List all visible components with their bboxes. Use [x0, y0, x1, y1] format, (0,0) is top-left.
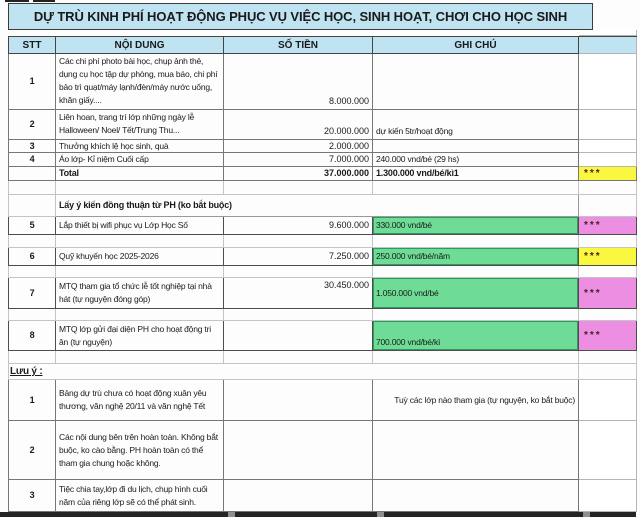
note-cell[interactable]: 240.000 vnd/bé (29 hs) [373, 153, 579, 167]
note-cell[interactable] [373, 140, 579, 153]
amount-cell[interactable]: 7.000.000 [224, 153, 373, 167]
note-cell[interactable]: Tuỳ các lớp nào tham gia (tự nguyện, ko … [373, 380, 579, 421]
note-cell[interactable] [373, 54, 579, 110]
column-header-so-tien[interactable]: SỐ TIỀN [224, 37, 373, 54]
table-row: 3 Thưởng khích lệ học sinh, quà 2.000.00… [8, 140, 637, 153]
content-cell[interactable]: Các chi phí photo bài học, chụp ảnh thẻ,… [56, 54, 224, 110]
content-cell[interactable]: Liên hoan, trang trí lớp những ngày lễ H… [56, 110, 224, 140]
column-header-noi-dung[interactable]: NỘI DUNG [56, 37, 224, 54]
stt-cell[interactable]: 2 [9, 421, 56, 480]
title-row: DỰ TRÙ KINH PHÍ HOẠT ĐỘNG PHỤC VỤ VIỆC H… [8, 3, 637, 30]
stt-cell[interactable]: 6 [9, 248, 56, 266]
cell[interactable] [579, 153, 637, 167]
section-header-row: Lấy ý kiến đồng thuận từ PH (ko bắt buộc… [8, 195, 637, 217]
sheet-bottom-edge [583, 512, 590, 517]
sheet-bottom-edge [377, 512, 384, 517]
amount-cell[interactable] [224, 480, 373, 512]
note-cell[interactable] [373, 480, 579, 512]
content-cell[interactable]: MTQ lớp gửi đại diện PH cho hoạt động tr… [56, 321, 224, 351]
cell[interactable] [579, 54, 637, 110]
content-cell[interactable]: Quỹ khuyến học 2025-2026 [56, 248, 224, 266]
stt-cell[interactable]: 1 [9, 54, 56, 110]
spacer-row [8, 181, 637, 195]
spacer-row [8, 266, 637, 278]
highlight-cell-green[interactable]: 250.000 vnd/bé/năm [373, 248, 579, 266]
content-cell[interactable]: Lắp thiết bị wifi phục vụ Lớp Học Số [56, 217, 224, 235]
total-amount-cell[interactable]: 37.000.000 [224, 167, 373, 181]
content-cell[interactable]: Tiệc chia tay,lớp đi du lịch, chụp hình … [56, 480, 224, 512]
cell[interactable] [579, 140, 637, 153]
stt-cell[interactable]: 8 [9, 321, 56, 351]
table-row: 1 Các chi phí photo bài học, chụp ảnh th… [8, 54, 637, 110]
section-header[interactable]: Lấy ý kiến đồng thuận từ PH (ko bắt buộc… [56, 195, 579, 217]
cell[interactable] [579, 110, 637, 140]
stt-cell[interactable]: 2 [9, 110, 56, 140]
amount-cell[interactable]: 20.000.000 [224, 110, 373, 140]
note-row: 3 Tiệc chia tay,lớp đi du lịch, chụp hìn… [8, 480, 637, 512]
amount-cell[interactable]: 9.600.000 [224, 217, 373, 235]
clipped-row-fragment [33, 0, 55, 2]
cell[interactable] [579, 421, 637, 480]
stt-cell[interactable]: 4 [9, 153, 56, 167]
highlight-cell-pink[interactable]: *** [579, 217, 637, 235]
stt-cell[interactable]: 3 [9, 140, 56, 153]
content-cell[interactable]: Các nội dung bên trên hoàn toàn. Không b… [56, 421, 224, 480]
table-row: 8 MTQ lớp gửi đại diện PH cho hoạt động … [8, 321, 637, 351]
cell[interactable] [579, 37, 637, 54]
table-row: 4 Áo lớp- Kỉ niệm Cuối cấp 7.000.000 240… [8, 153, 637, 167]
content-cell[interactable]: Áo lớp- Kỉ niệm Cuối cấp [56, 153, 224, 167]
notes-header-row: Lưu ý : [8, 364, 637, 380]
cell[interactable] [579, 30, 637, 36]
total-row: Total 37.000.000 1.300.000 vnd/bé/kì1 **… [8, 167, 637, 181]
spacer-row [8, 351, 637, 364]
stt-cell[interactable]: 5 [9, 217, 56, 235]
page-title: DỰ TRÙ KINH PHÍ HOẠT ĐỘNG PHỤC VỤ VIỆC H… [8, 3, 593, 30]
amount-cell[interactable]: 8.000.000 [224, 54, 373, 110]
spacer-row [8, 30, 637, 36]
note-row: 1 Bảng dự trù chưa có hoạt động xuân yêu… [8, 380, 637, 421]
note-cell[interactable] [373, 421, 579, 480]
stt-cell[interactable] [9, 167, 56, 181]
total-label-cell[interactable]: Total [56, 167, 224, 181]
amount-cell[interactable]: 7.250.000 [224, 248, 373, 266]
stt-cell[interactable]: 3 [9, 480, 56, 512]
column-header-stt[interactable]: STT [9, 37, 56, 54]
total-note-cell[interactable]: 1.300.000 vnd/bé/kì1 [373, 167, 579, 181]
amount-cell[interactable] [224, 321, 373, 351]
notes-header[interactable]: Lưu ý : [9, 364, 579, 380]
content-cell[interactable]: Bảng dự trù chưa có hoạt động xuân yêu t… [56, 380, 224, 421]
table-row: 2 Liên hoan, trang trí lớp những ngày lễ… [8, 110, 637, 140]
table-row: 5 Lắp thiết bị wifi phục vụ Lớp Học Số 9… [8, 217, 637, 235]
highlight-cell-yellow[interactable]: *** [579, 167, 637, 181]
content-cell[interactable]: Thưởng khích lệ học sinh, quà [56, 140, 224, 153]
note-row: 2 Các nội dung bên trên hoàn toàn. Không… [8, 421, 637, 480]
amount-cell[interactable]: 2.000.000 [224, 140, 373, 153]
spacer-row [8, 309, 637, 321]
stt-cell[interactable]: 1 [9, 380, 56, 421]
cell[interactable] [579, 380, 637, 421]
highlight-cell-pink[interactable]: *** [579, 321, 637, 351]
cell[interactable] [579, 480, 637, 512]
amount-cell[interactable] [224, 421, 373, 480]
highlight-cell-green[interactable]: 1.050.000 vnd/bé [373, 278, 579, 309]
clipped-row-fragment [5, 0, 29, 2]
stt-cell[interactable]: 7 [9, 278, 56, 309]
table-header-row: STT NỘI DUNG SỐ TIỀN GHI CHÚ [8, 36, 637, 54]
note-cell[interactable]: dự kiến 5tr/hoạt động [373, 110, 579, 140]
sheet-bottom-edge [0, 512, 636, 517]
spacer-row [8, 235, 637, 248]
amount-cell[interactable]: 30.450.000 [224, 278, 373, 309]
column-header-ghi-chu[interactable]: GHI CHÚ [373, 37, 579, 54]
highlight-cell-yellow[interactable]: *** [579, 248, 637, 266]
highlight-cell-pink[interactable]: *** [579, 278, 637, 309]
sheet-bottom-edge [228, 512, 235, 517]
amount-cell[interactable] [224, 380, 373, 421]
highlight-cell-green[interactable]: 700.000 vnd/bé/kì [373, 321, 579, 351]
content-cell[interactable]: MTQ tham gia tổ chức lễ tốt nghiệp tại n… [56, 278, 224, 309]
highlight-cell-green[interactable]: 330.000 vnd/bé [373, 217, 579, 235]
table-row: 7 MTQ tham gia tổ chức lễ tốt nghiệp tại… [8, 278, 637, 309]
table-row: 6 Quỹ khuyến học 2025-2026 7.250.000 250… [8, 248, 637, 266]
